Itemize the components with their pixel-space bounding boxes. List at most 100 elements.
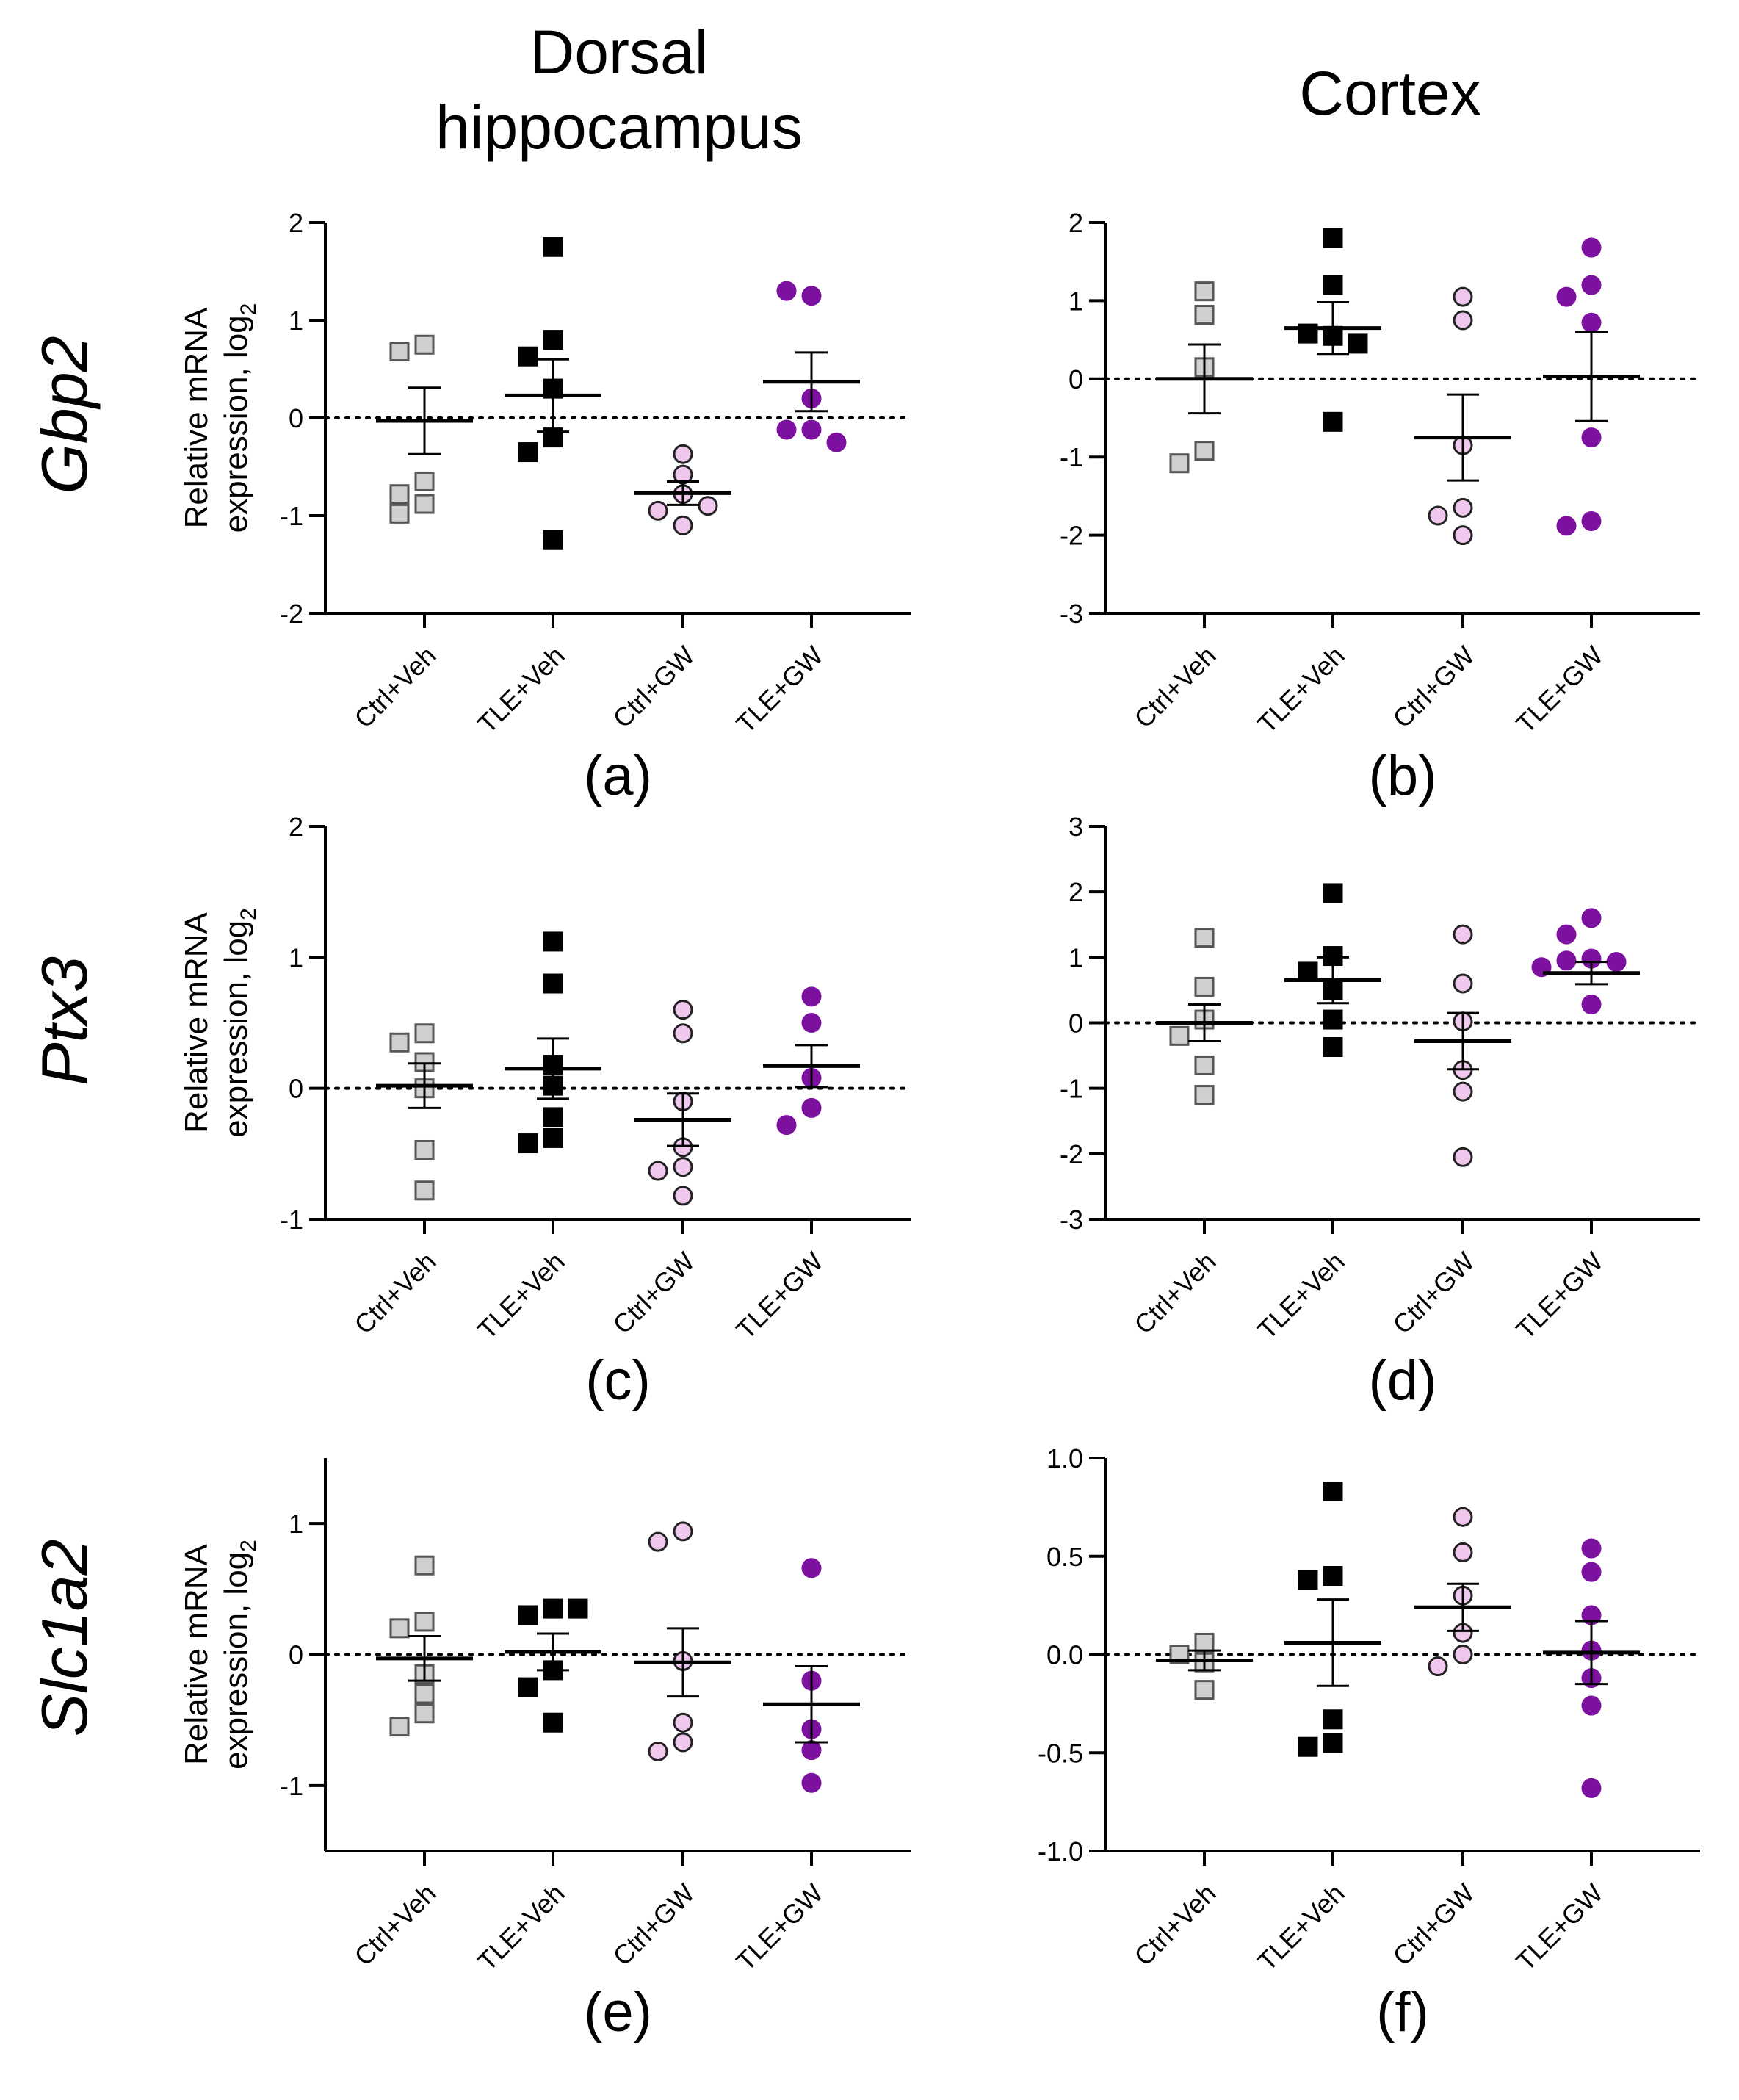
row-label-gbp2: Gbp2 xyxy=(28,336,101,494)
x-tick-label: TLE+GW xyxy=(1510,1878,1608,1977)
data-point xyxy=(803,287,820,305)
data-point xyxy=(544,933,562,950)
x-tick-label: TLE+Veh xyxy=(1251,1246,1350,1345)
data-point xyxy=(803,1742,820,1759)
x-tick-label: TLE+GW xyxy=(730,1246,828,1345)
data-point xyxy=(1558,288,1575,306)
x-tick-label: TLE+GW xyxy=(1510,641,1608,739)
data-point xyxy=(416,1141,433,1158)
row-label-slc1a2: Slc1a2 xyxy=(28,1539,101,1736)
data-point xyxy=(391,505,408,522)
panel-a: -2 -1 0 1 2 Relative mRNA expression, log2 Ctrl… xyxy=(178,208,911,807)
x-tick-label: Ctrl+GW xyxy=(607,641,700,734)
data-point xyxy=(1196,1056,1213,1074)
y-tick-label: -2 xyxy=(280,599,303,629)
data-point xyxy=(544,238,562,256)
data-point xyxy=(778,421,795,439)
y-tick-label: 0 xyxy=(289,1074,303,1104)
data-point xyxy=(1171,455,1188,472)
data-point xyxy=(391,486,408,503)
x-tick-label: TLE+GW xyxy=(1510,1246,1608,1345)
y-tick-label: -1 xyxy=(280,1205,303,1235)
data-point xyxy=(544,975,562,992)
data-point xyxy=(649,1162,667,1180)
y-tick-label: 0 xyxy=(289,403,303,433)
y-axis-label-line2: expression, log2 xyxy=(218,1540,261,1769)
data-point xyxy=(1454,527,1472,544)
data-point xyxy=(803,1559,820,1577)
data-point xyxy=(416,1025,433,1042)
data-point xyxy=(803,1774,820,1792)
y-tick-label: -0.5 xyxy=(1038,1738,1083,1768)
data-point xyxy=(544,531,562,549)
x-tick-label: Ctrl+GW xyxy=(1386,1246,1480,1340)
data-point xyxy=(1454,925,1472,943)
data-point xyxy=(391,1718,408,1736)
panel-e: -1 0 1 Relative mRNA expression, log2 Ctrl+Ve… xyxy=(178,1458,911,2043)
data-point xyxy=(1324,1038,1342,1056)
y-tick-label: -1 xyxy=(280,501,303,531)
panel-label: (c) xyxy=(585,1349,651,1412)
y-tick-label: -3 xyxy=(1060,1205,1083,1235)
data-point xyxy=(416,1613,433,1631)
data-point xyxy=(1196,1634,1213,1651)
data-point xyxy=(1454,499,1472,516)
y-tick-label: 1 xyxy=(289,942,303,973)
data-point xyxy=(569,1600,587,1617)
data-point xyxy=(416,495,433,513)
x-tick-label: Ctrl+Veh xyxy=(1128,1246,1221,1340)
data-point xyxy=(1583,996,1600,1014)
data-point xyxy=(1349,335,1367,353)
y-tick-label: 2 xyxy=(1069,208,1083,238)
panel-label: (f) xyxy=(1376,1981,1429,2043)
data-point xyxy=(1583,1779,1600,1797)
data-point xyxy=(1429,1658,1447,1675)
data-point xyxy=(1454,975,1472,992)
data-point xyxy=(416,336,433,353)
data-point xyxy=(519,444,537,461)
data-point xyxy=(416,1182,433,1199)
data-point xyxy=(674,1523,692,1540)
panel-c: -1 0 1 2 Relative mRNA expression, log2 Ctrl+V… xyxy=(178,812,911,1412)
panel-label: (d) xyxy=(1369,1349,1437,1412)
y-tick-label: 1 xyxy=(1069,286,1083,316)
y-tick-label: -1 xyxy=(1060,442,1083,472)
y-tick-label: 0 xyxy=(1069,1008,1083,1039)
data-point xyxy=(699,497,717,515)
data-point xyxy=(519,1678,537,1696)
data-point xyxy=(416,472,433,490)
data-point xyxy=(1454,1508,1472,1526)
data-point xyxy=(1196,283,1213,300)
data-point xyxy=(1583,512,1600,530)
data-point xyxy=(674,1158,692,1176)
data-point xyxy=(544,331,562,349)
data-point xyxy=(519,1135,537,1152)
y-tick-label: 2 xyxy=(289,812,303,842)
data-point xyxy=(803,421,820,439)
x-tick-label: Ctrl+Veh xyxy=(348,1878,441,1971)
column-title-dorsal-line2: hippocampus xyxy=(435,93,803,162)
panel-f: -1.0 -0.5 0.0 0.5 1.0 Ctrl+Veh TLE+Veh Ctrl+GW T… xyxy=(1038,1443,1700,2043)
data-point xyxy=(1324,1011,1342,1028)
data-point xyxy=(1454,1646,1472,1664)
y-tick-label: 0.0 xyxy=(1046,1640,1083,1670)
data-point xyxy=(544,1600,562,1617)
data-point xyxy=(1583,276,1600,294)
data-point xyxy=(1324,1711,1342,1728)
y-tick-label: -1 xyxy=(280,1771,303,1801)
x-tick-label: TLE+GW xyxy=(730,1878,828,1977)
data-point xyxy=(674,1714,692,1731)
y-tick-label: -2 xyxy=(1060,1139,1083,1169)
data-point xyxy=(1454,1083,1472,1100)
data-point xyxy=(803,1014,820,1032)
data-point xyxy=(1171,1027,1188,1044)
data-point xyxy=(803,988,820,1006)
column-title-dorsal: Dorsal xyxy=(530,18,709,87)
y-tick-label: -2 xyxy=(1060,521,1083,551)
data-point xyxy=(674,1025,692,1042)
data-point xyxy=(674,1187,692,1205)
y-axis-label-line2: expression, log2 xyxy=(218,303,261,533)
data-point xyxy=(544,1714,562,1731)
y-tick-label: -3 xyxy=(1060,599,1083,629)
